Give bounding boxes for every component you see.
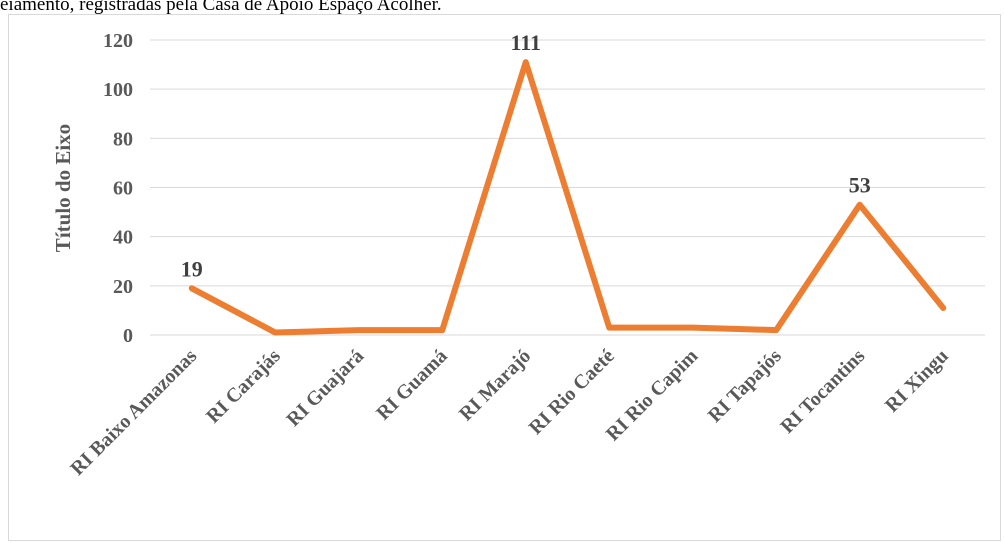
- series-line: [188, 59, 947, 336]
- y-axis-title: Título do Eixo: [51, 124, 75, 252]
- x-tick-label: RI Tocantins: [776, 345, 869, 438]
- y-tick-label: 20: [113, 276, 133, 298]
- x-tick-label: RI Carajás: [202, 345, 285, 428]
- x-tick-label: RI Guajará: [282, 345, 368, 431]
- data-label: 19: [181, 256, 203, 281]
- x-tick-label: RI Guamá: [372, 345, 452, 425]
- x-tick-label: RI Marajó: [455, 345, 535, 425]
- y-tick-label: 60: [113, 178, 133, 200]
- x-tick-label: RI Xingu: [881, 345, 953, 417]
- y-tick-label: 120: [103, 30, 133, 52]
- y-tick-label: 80: [113, 128, 133, 150]
- data-label: 53: [849, 173, 871, 198]
- data-labels: 19 111 53: [181, 30, 871, 281]
- y-tick-label: 100: [103, 79, 133, 101]
- x-tick-label: RI Baixo Amazonas: [66, 345, 201, 480]
- y-tick-label: 0: [123, 325, 133, 347]
- series-group: [188, 59, 947, 336]
- x-tick-label: RI Rio Caeté: [525, 345, 619, 439]
- y-axis-ticks: 0 20 40 60 80 100 120: [103, 30, 133, 347]
- x-tick-label: RI Tapajós: [704, 345, 786, 427]
- y-tick-label: 40: [113, 227, 133, 249]
- data-label: 111: [510, 30, 541, 55]
- chart-frame: [8, 14, 1001, 541]
- figure-caption: eiamento, registradas pela Casa de Apoio…: [0, 0, 442, 15]
